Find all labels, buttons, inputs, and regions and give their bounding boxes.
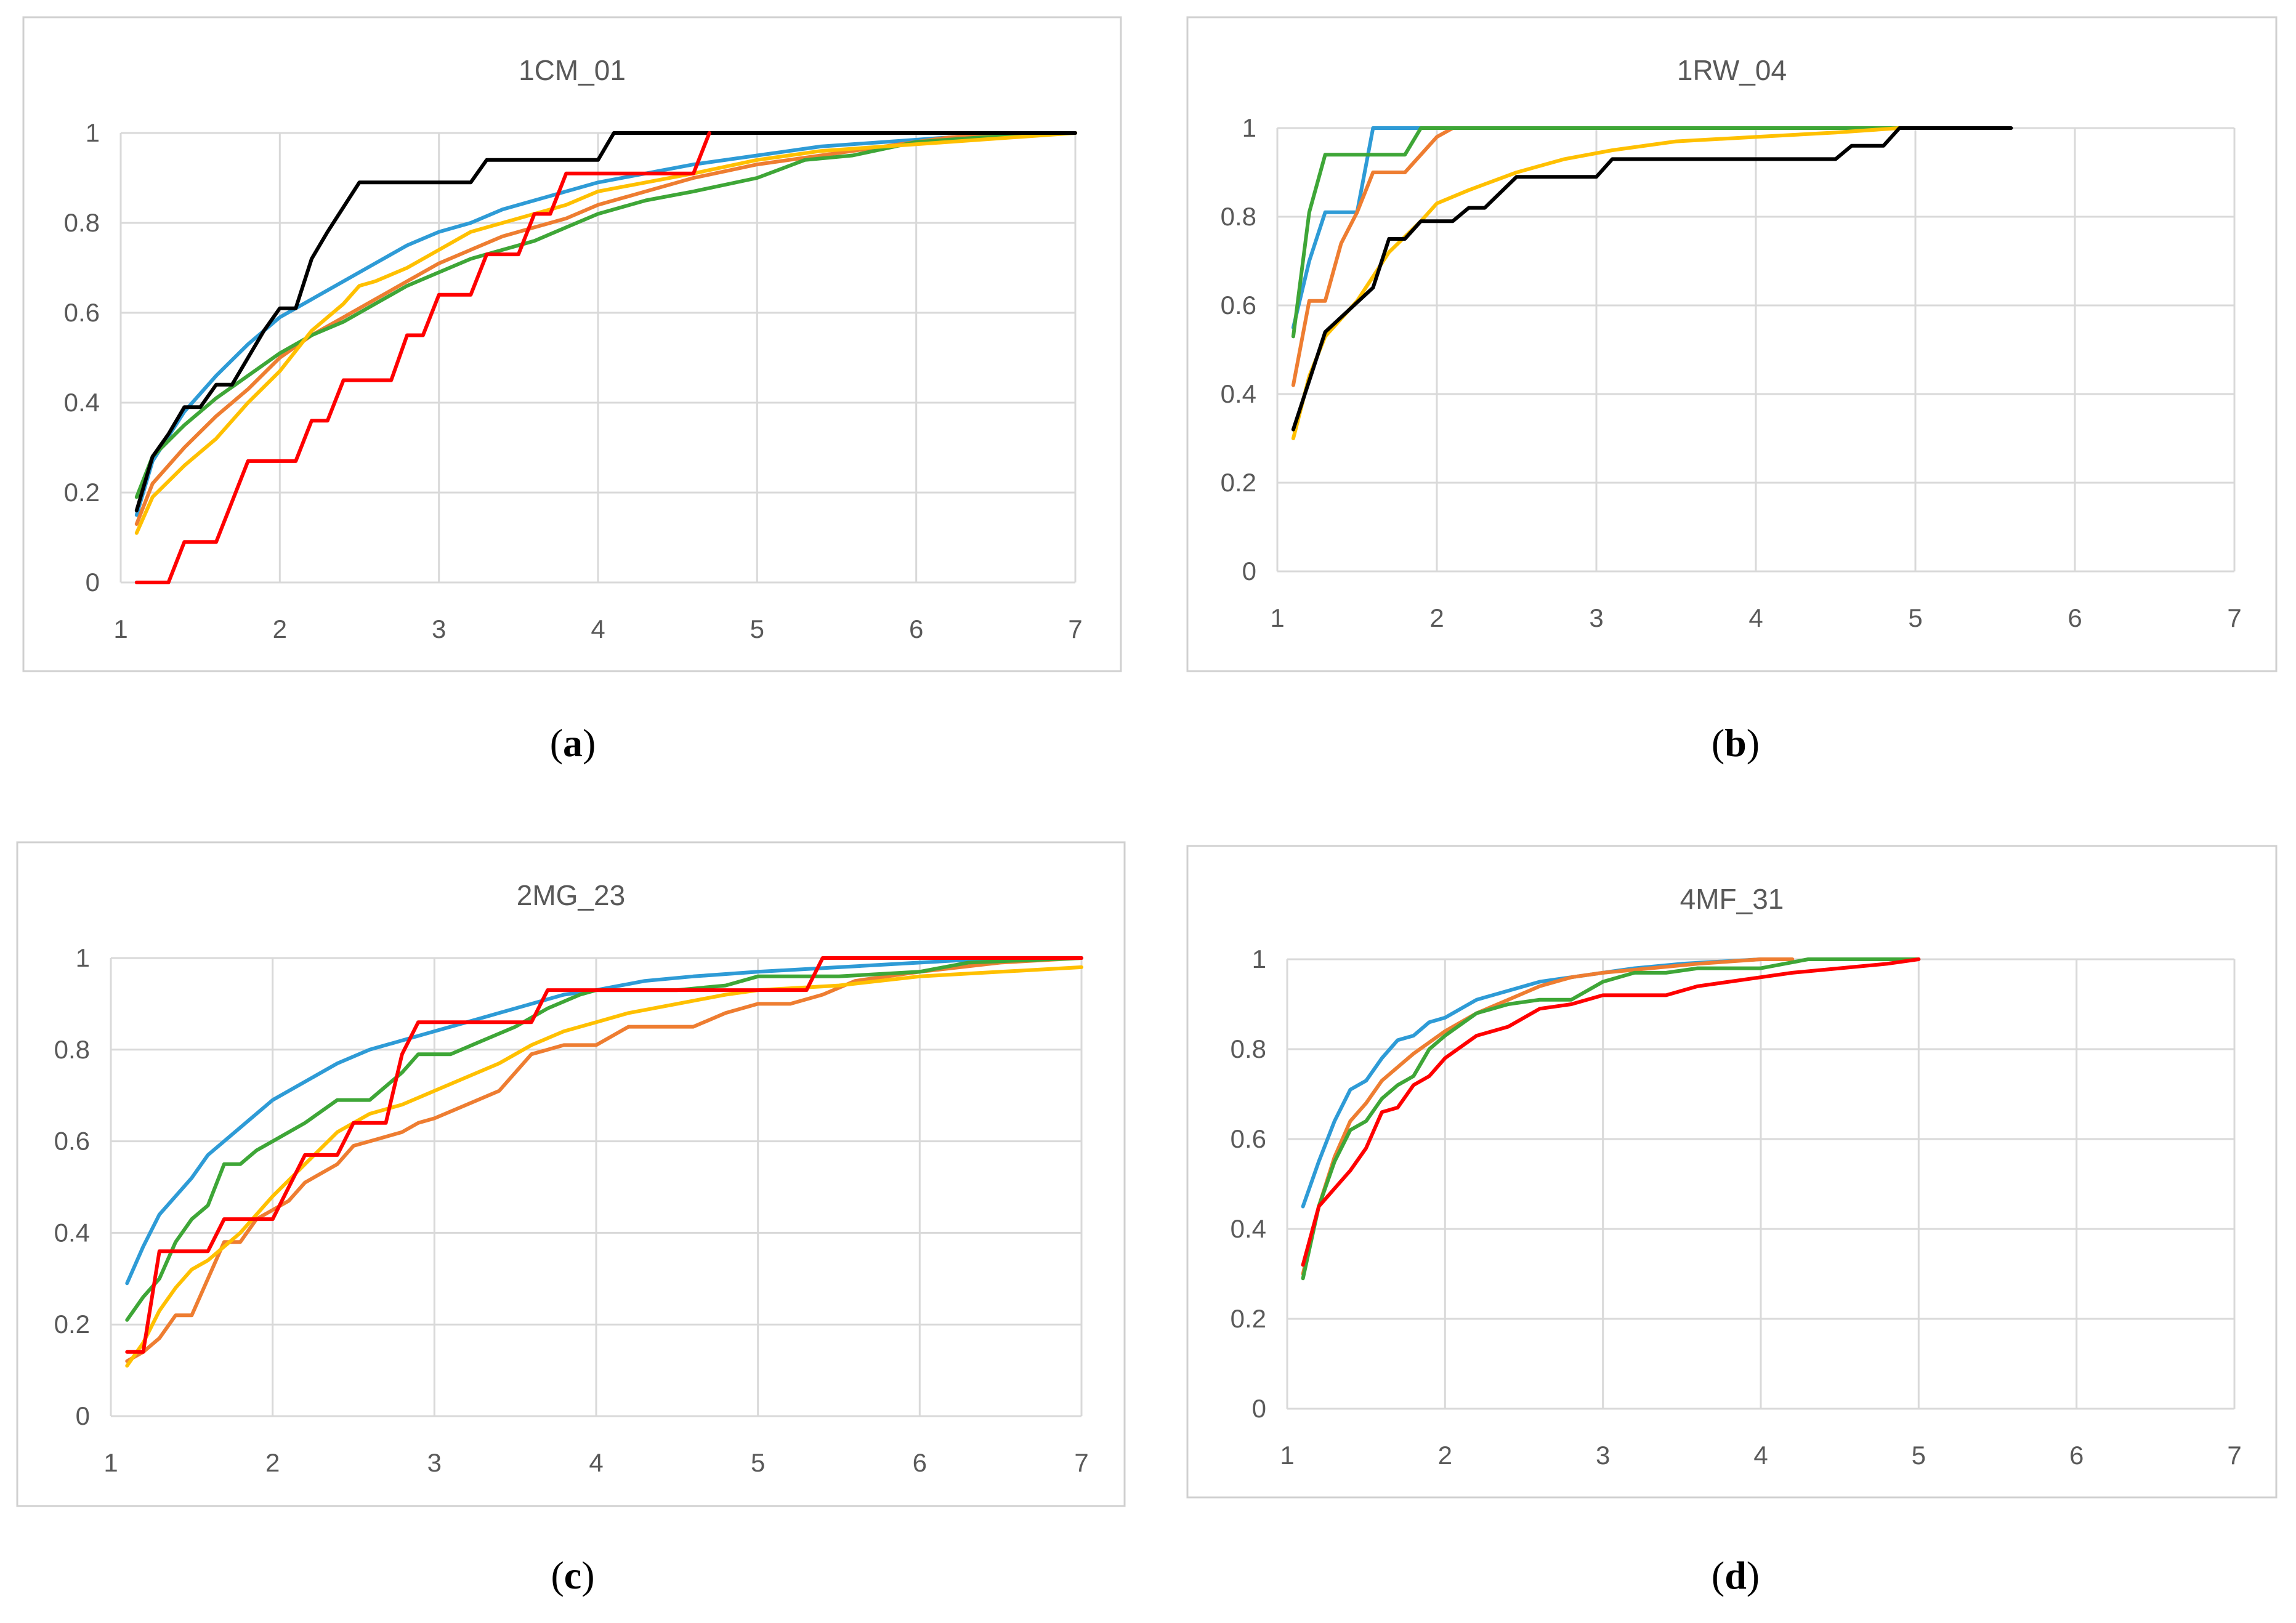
y-tick-label: 0.2 [1231,1304,1266,1333]
y-tick-label: 0.4 [1231,1214,1266,1243]
x-tick-label: 7 [2227,603,2241,632]
x-tick-label: 3 [427,1448,442,1477]
x-tick-label: 5 [1912,1441,1926,1470]
series-line-2 [134,131,1077,526]
x-tick-label: 1 [113,614,127,643]
y-tick-label: 0 [1252,1394,1266,1423]
y-tick-label: 0.6 [1221,291,1256,320]
caption-a: (a) [549,721,596,765]
y-tick-label: 0.8 [1221,202,1256,231]
y-tick-label: 0.6 [54,1127,90,1156]
series-line-2 [125,956,1083,1363]
series-line-2 [1291,126,1455,387]
series-line-5 [1291,126,2013,432]
x-tick-label: 4 [1748,603,1763,632]
series-line-1 [125,956,1083,1286]
caption-c: (c) [551,1553,595,1597]
chart-panel-b: 1RW_04 0 0.2 0.4 0.6 0.8 1 1 2 3 4 5 6 7 [1186,16,2278,672]
chart-title: 1RW_04 [1677,54,1787,86]
chart-title: 1CM_01 [519,54,626,86]
y-tick-label: 0.6 [64,298,100,327]
series-line-4 [134,131,1077,535]
chart-svg-a: 1CM_01 0 0.2 0.4 0.6 0.8 1 1 2 3 4 5 6 7 [22,16,1122,672]
x-tick-label: 1 [1280,1441,1294,1470]
x-tick-label: 6 [2069,1441,2084,1470]
x-tick-label: 7 [1074,1448,1088,1477]
chart-svg-d: 4MF_31 0 0.2 0.4 0.6 0.8 1 1 2 3 4 5 6 7 [1186,845,2278,1499]
y-tick-label: 0.4 [64,388,100,417]
y-tick-label: 0.2 [1221,468,1256,497]
chart-frame [1186,16,2278,672]
y-tick-label: 1 [1242,113,1256,142]
y-tick-label: 1 [86,118,100,147]
x-tick-label: 1 [103,1448,118,1477]
y-tick-label: 1 [1252,944,1266,973]
y-tick-label: 0.8 [54,1035,90,1064]
x-tick-label: 3 [1589,603,1603,632]
chart-title: 4MF_31 [1680,883,1784,915]
x-tick-label: 4 [591,614,605,643]
series-line-4 [1301,957,1921,1267]
y-tick-label: 0.2 [64,478,100,507]
y-tick-label: 0.8 [64,208,100,237]
caption-d: (d) [1711,1553,1760,1597]
x-tick-label: 5 [751,1448,765,1477]
series-line-3 [1291,126,1917,339]
y-tick-label: 1 [76,943,90,972]
x-tick-label: 6 [913,1448,927,1477]
x-tick-label: 2 [265,1448,280,1477]
x-tick-label: 3 [1596,1441,1610,1470]
chart-frame [22,16,1122,672]
series-line-5 [125,956,1083,1354]
x-tick-label: 4 [589,1448,603,1477]
chart-svg-c: 2MG_23 0 0.2 0.4 0.6 0.8 1 1 2 3 4 5 6 7 [16,841,1126,1507]
x-tick-label: 6 [909,614,923,643]
y-tick-label: 0 [86,568,100,597]
y-tick-label: 0.6 [1231,1124,1266,1153]
y-tick-label: 0.4 [1221,379,1256,408]
x-tick-label: 2 [1429,603,1444,632]
chart-title: 2MG_23 [517,879,625,911]
x-tick-label: 5 [1908,603,1922,632]
x-tick-label: 3 [432,614,446,643]
chart-svg-b: 1RW_04 0 0.2 0.4 0.6 0.8 1 1 2 3 4 5 6 7 [1186,16,2278,672]
x-tick-label: 2 [1438,1441,1452,1470]
series-line-6 [134,131,711,584]
chart-frame [16,841,1126,1507]
x-tick-label: 7 [2227,1441,2241,1470]
series-line-1 [134,131,1077,517]
x-tick-label: 6 [2068,603,2082,632]
chart-panel-d: 4MF_31 0 0.2 0.4 0.6 0.8 1 1 2 3 4 5 6 7 [1186,845,2278,1499]
chart-frame [1186,845,2278,1499]
y-tick-label: 0 [76,1401,90,1430]
x-tick-label: 5 [750,614,764,643]
y-tick-label: 0.8 [1231,1034,1266,1063]
series-line-3 [1301,957,1921,1281]
series-line-5 [134,131,1077,513]
series-line-3 [125,956,1083,1322]
y-tick-label: 0.4 [54,1218,90,1247]
y-tick-label: 0 [1242,557,1256,586]
chart-panel-a: 1CM_01 0 0.2 0.4 0.6 0.8 1 1 2 3 4 5 6 7 [22,16,1122,672]
x-tick-label: 4 [1753,1441,1768,1470]
x-tick-label: 1 [1270,603,1284,632]
y-tick-label: 0.2 [54,1310,90,1339]
caption-b: (b) [1711,721,1760,765]
chart-panel-c: 2MG_23 0 0.2 0.4 0.6 0.8 1 1 2 3 4 5 6 7 [16,841,1126,1507]
x-tick-label: 7 [1068,614,1082,643]
x-tick-label: 2 [273,614,287,643]
